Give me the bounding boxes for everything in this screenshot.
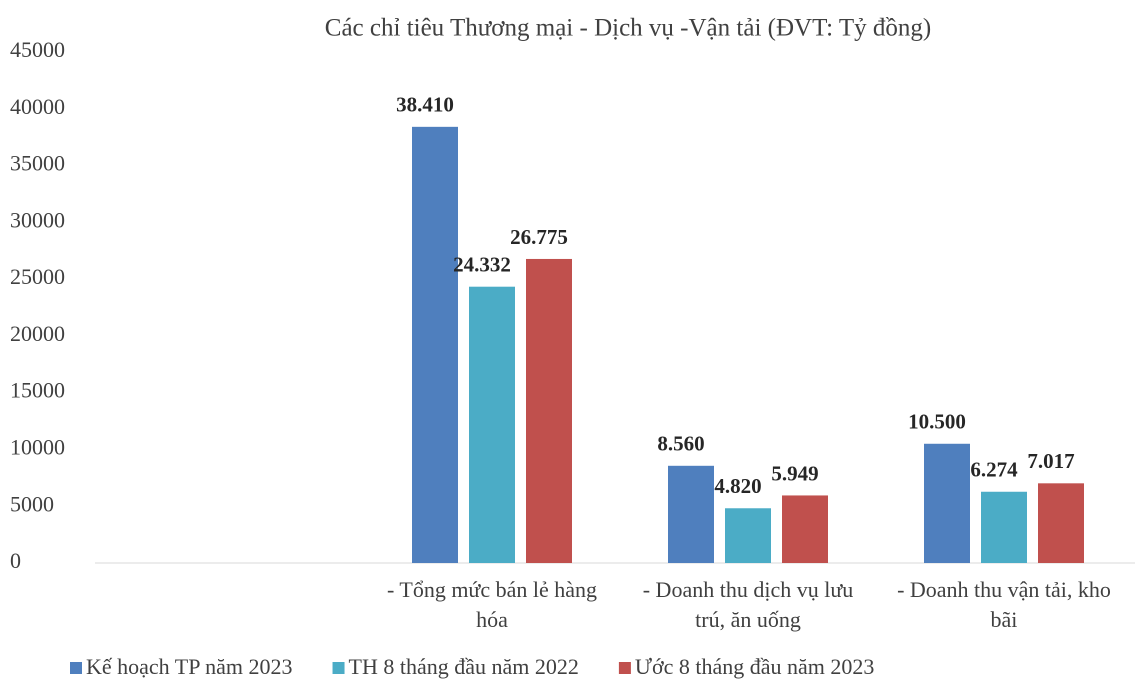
bar	[725, 508, 771, 563]
value-label: 4.820	[714, 474, 761, 498]
y-tick-label: 35000	[10, 151, 65, 176]
bar	[668, 465, 714, 563]
bar	[412, 126, 458, 563]
bar	[782, 495, 828, 563]
value-label: 26.775	[510, 225, 568, 249]
bar	[526, 258, 572, 563]
value-label: 38.410	[396, 93, 454, 117]
bar	[1038, 483, 1084, 563]
bar	[981, 491, 1027, 563]
value-label: 10.500	[908, 410, 966, 434]
y-tick-label: 20000	[10, 321, 65, 346]
y-tick-label: 40000	[10, 94, 65, 119]
value-label: 5.949	[771, 461, 818, 485]
x-tick-label: - Doanh thu dịch vụ lưu trú, ăn uống	[642, 577, 854, 632]
legend-label: Kế hoạch TP năm 2023	[86, 654, 293, 679]
value-label: 7.017	[1027, 449, 1074, 473]
y-tick-label: 5000	[10, 491, 54, 516]
legend-swatch	[332, 662, 345, 674]
y-tick-label: 0	[10, 548, 21, 573]
legend-label: Ước 8 tháng đầu năm 2023	[635, 654, 875, 679]
chart-title: Các chỉ tiêu Thương mại - Dịch vụ -Vận t…	[325, 15, 931, 42]
y-tick-label: 45000	[10, 37, 65, 62]
legend-swatch	[618, 662, 631, 674]
x-tick-label: - Doanh thu vận tải, kho bãi	[897, 577, 1111, 632]
bar	[469, 286, 515, 563]
y-tick-label: 10000	[10, 434, 65, 459]
y-tick-label: 25000	[10, 264, 65, 289]
x-tick-label: - Tổng mức bán lẻ hàng hóa	[386, 577, 598, 632]
bar	[924, 443, 970, 563]
value-label: 8.560	[657, 432, 704, 456]
y-tick-label: 15000	[10, 378, 65, 403]
value-label: 6.274	[970, 458, 1018, 482]
y-tick-label: 30000	[10, 207, 65, 232]
value-label: 24.332	[453, 253, 511, 277]
legend-label: TH 8 tháng đầu năm 2022	[349, 654, 579, 679]
legend-swatch	[70, 662, 82, 674]
